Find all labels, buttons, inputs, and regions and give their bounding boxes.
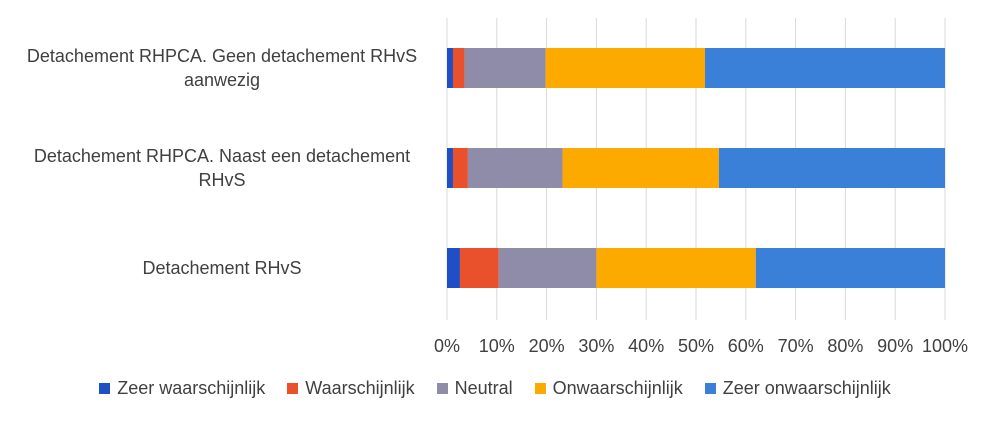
legend-swatch [704,383,716,394]
x-tick-label: 20% [529,336,565,356]
legend-swatch [534,383,546,394]
x-tick-label: 90% [877,336,913,356]
x-tick-label: 10% [479,336,515,356]
legend-swatch [436,383,448,394]
bar-segment [447,148,453,188]
category-label: Detachement RHPCA. Geen detachement RHvS… [27,46,417,90]
bar-segment [718,148,945,188]
x-tick-label: 0% [434,336,460,356]
category-label: Detachement RHPCA. Naast een detachement… [34,146,410,190]
legend-swatch [99,383,111,394]
bar-segment [498,248,597,288]
bar-segment [452,148,468,188]
x-tick-label: 50% [678,336,714,356]
stacked-bar-chart: Detachement RHPCA. Geen detachement RHvS… [27,18,968,356]
legend-label: Waarschijnlijk [305,378,415,398]
bar-segment [596,248,756,288]
legend-item: Zeer waarschijnlijk [99,378,265,399]
category-labels: Detachement RHPCA. Geen detachement RHvS… [27,46,417,278]
bar-segment [755,248,945,288]
legend-label: Neutral [454,378,513,398]
bar-segment [704,48,945,88]
x-tick-label: 80% [827,336,863,356]
legend-label: Onwaarschijnlijk [552,378,683,398]
bar-segment [452,48,465,88]
x-axis-tick-labels: 0% 10% 20% 30% 40% 50% 60% 70% 80% 90% 100% [434,336,968,356]
category-label: Detachement RHvS [142,258,301,278]
bar-segment [464,48,546,88]
legend-item: Onwaarschijnlijk [534,378,683,399]
bar-segment [467,148,563,188]
legend-item: Zeer onwaarschijnlijk [704,378,891,399]
legend: Zeer waarschijnlijk Waarschijnlijk Neutral… [0,378,990,399]
bar-segment [562,148,719,188]
legend-item: Neutral [436,378,513,399]
legend-label: Zeer onwaarschijnlijk [722,378,891,398]
x-tick-label: 30% [578,336,614,356]
legend-item: Waarschijnlijk [287,378,415,399]
x-tick-label: 40% [628,336,664,356]
bars [447,48,945,288]
x-tick-label: 70% [778,336,814,356]
bar-segment [545,48,705,88]
legend-label: Zeer waarschijnlijk [117,378,266,398]
bar-segment [459,248,499,288]
x-tick-label: 60% [728,336,764,356]
legend-swatch [287,383,299,394]
x-tick-label: 100% [922,336,968,356]
bar-segment [447,248,460,288]
bar-segment [447,48,453,88]
